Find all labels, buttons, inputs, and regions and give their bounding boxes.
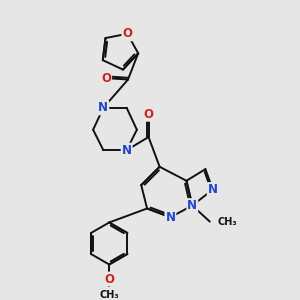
Text: O: O xyxy=(143,108,154,121)
Text: N: N xyxy=(122,144,132,157)
Text: N: N xyxy=(98,101,108,114)
Text: CH₃: CH₃ xyxy=(99,290,119,300)
Text: O: O xyxy=(122,27,132,40)
Text: O: O xyxy=(101,72,111,85)
Text: N: N xyxy=(208,183,218,196)
Text: O: O xyxy=(104,273,114,286)
Text: CH₃: CH₃ xyxy=(217,217,237,226)
Text: N: N xyxy=(165,211,176,224)
Text: N: N xyxy=(187,199,197,212)
